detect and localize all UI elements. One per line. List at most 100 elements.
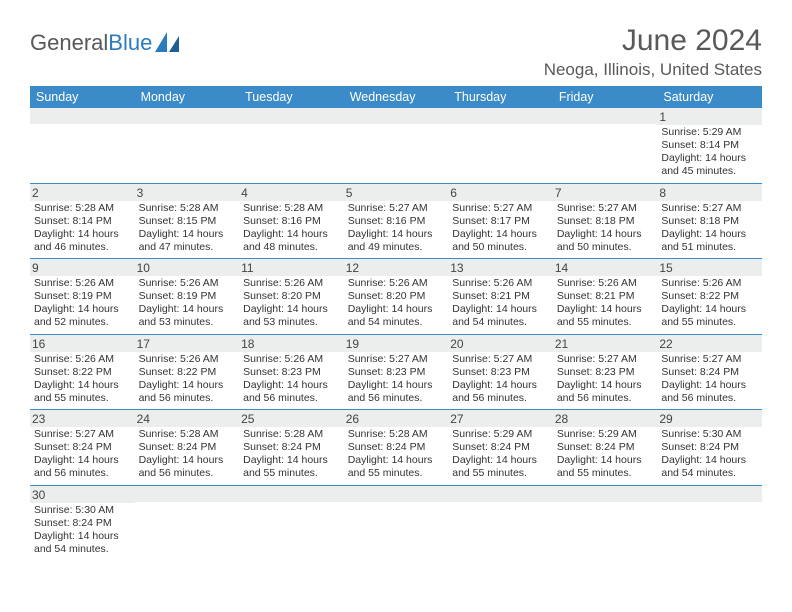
- month-title: June 2024: [544, 24, 762, 58]
- sunset-text: Sunset: 8:19 PM: [139, 290, 236, 303]
- day-detail: Sunrise: 5:26 AMSunset: 8:23 PMDaylight:…: [243, 353, 340, 406]
- day-number: 28: [553, 410, 658, 427]
- weekday-header: Saturday: [657, 86, 762, 108]
- day-detail: Sunrise: 5:30 AMSunset: 8:24 PMDaylight:…: [34, 504, 131, 557]
- sunset-text: Sunset: 8:23 PM: [243, 366, 340, 379]
- weekday-row: SundayMondayTuesdayWednesdayThursdayFrid…: [30, 86, 762, 108]
- daylight-text: Daylight: 14 hours and 50 minutes.: [557, 228, 654, 254]
- logo-text-blue: Blue: [108, 30, 152, 55]
- sunrise-text: Sunrise: 5:27 AM: [452, 202, 549, 215]
- calendar-day: 2Sunrise: 5:28 AMSunset: 8:14 PMDaylight…: [30, 183, 135, 259]
- daylight-text: Daylight: 14 hours and 56 minutes.: [243, 379, 340, 405]
- day-detail: Sunrise: 5:26 AMSunset: 8:19 PMDaylight:…: [139, 277, 236, 330]
- logo-text-gray: General: [30, 30, 108, 55]
- daylight-text: Daylight: 14 hours and 56 minutes.: [452, 379, 549, 405]
- sunset-text: Sunset: 8:24 PM: [452, 441, 549, 454]
- day-number: [239, 108, 344, 124]
- weekday-header: Thursday: [448, 86, 553, 108]
- day-number: 11: [239, 259, 344, 276]
- daylight-text: Daylight: 14 hours and 47 minutes.: [139, 228, 236, 254]
- sunset-text: Sunset: 8:17 PM: [452, 215, 549, 228]
- day-detail: Sunrise: 5:26 AMSunset: 8:22 PMDaylight:…: [661, 277, 758, 330]
- calendar-day: 12Sunrise: 5:26 AMSunset: 8:20 PMDayligh…: [344, 259, 449, 335]
- sunset-text: Sunset: 8:24 PM: [243, 441, 340, 454]
- day-number: 20: [448, 335, 553, 352]
- calendar-day: 24Sunrise: 5:28 AMSunset: 8:24 PMDayligh…: [135, 410, 240, 486]
- sunset-text: Sunset: 8:18 PM: [557, 215, 654, 228]
- day-number: 12: [344, 259, 449, 276]
- sunset-text: Sunset: 8:24 PM: [661, 441, 758, 454]
- calendar-day-empty: [344, 108, 449, 183]
- day-number: 29: [657, 410, 762, 427]
- sunset-text: Sunset: 8:23 PM: [348, 366, 445, 379]
- day-detail: Sunrise: 5:29 AMSunset: 8:24 PMDaylight:…: [557, 428, 654, 481]
- day-detail: Sunrise: 5:29 AMSunset: 8:24 PMDaylight:…: [452, 428, 549, 481]
- calendar-day: 15Sunrise: 5:26 AMSunset: 8:22 PMDayligh…: [657, 259, 762, 335]
- calendar-day: 9Sunrise: 5:26 AMSunset: 8:19 PMDaylight…: [30, 259, 135, 335]
- calendar-day: 3Sunrise: 5:28 AMSunset: 8:15 PMDaylight…: [135, 183, 240, 259]
- calendar-day: 28Sunrise: 5:29 AMSunset: 8:24 PMDayligh…: [553, 410, 658, 486]
- sunset-text: Sunset: 8:24 PM: [348, 441, 445, 454]
- daylight-text: Daylight: 14 hours and 55 minutes.: [661, 303, 758, 329]
- calendar-week: 30Sunrise: 5:30 AMSunset: 8:24 PMDayligh…: [30, 485, 762, 560]
- calendar-day-empty: [553, 485, 658, 560]
- calendar-day: 18Sunrise: 5:26 AMSunset: 8:23 PMDayligh…: [239, 334, 344, 410]
- daylight-text: Daylight: 14 hours and 55 minutes.: [34, 379, 131, 405]
- weekday-header: Sunday: [30, 86, 135, 108]
- day-detail: Sunrise: 5:26 AMSunset: 8:19 PMDaylight:…: [34, 277, 131, 330]
- sunrise-text: Sunrise: 5:29 AM: [452, 428, 549, 441]
- sunset-text: Sunset: 8:20 PM: [243, 290, 340, 303]
- sunrise-text: Sunrise: 5:27 AM: [452, 353, 549, 366]
- calendar-day-empty: [135, 485, 240, 560]
- daylight-text: Daylight: 14 hours and 56 minutes.: [661, 379, 758, 405]
- calendar-day: 1Sunrise: 5:29 AMSunset: 8:14 PMDaylight…: [657, 108, 762, 183]
- calendar-day: 5Sunrise: 5:27 AMSunset: 8:16 PMDaylight…: [344, 183, 449, 259]
- daylight-text: Daylight: 14 hours and 49 minutes.: [348, 228, 445, 254]
- sunset-text: Sunset: 8:16 PM: [243, 215, 340, 228]
- daylight-text: Daylight: 14 hours and 45 minutes.: [661, 152, 758, 178]
- calendar-day: 10Sunrise: 5:26 AMSunset: 8:19 PMDayligh…: [135, 259, 240, 335]
- day-detail: Sunrise: 5:26 AMSunset: 8:22 PMDaylight:…: [34, 353, 131, 406]
- sunset-text: Sunset: 8:16 PM: [348, 215, 445, 228]
- sunset-text: Sunset: 8:22 PM: [139, 366, 236, 379]
- title-block: June 2024 Neoga, Illinois, United States: [544, 24, 762, 80]
- calendar-week: 23Sunrise: 5:27 AMSunset: 8:24 PMDayligh…: [30, 410, 762, 486]
- day-number: 2: [30, 184, 135, 201]
- day-number: 8: [657, 184, 762, 201]
- sunset-text: Sunset: 8:21 PM: [452, 290, 549, 303]
- day-number: 14: [553, 259, 658, 276]
- day-number: 9: [30, 259, 135, 276]
- logo: GeneralBlue: [30, 24, 181, 56]
- calendar-day-empty: [239, 485, 344, 560]
- calendar-day: 17Sunrise: 5:26 AMSunset: 8:22 PMDayligh…: [135, 334, 240, 410]
- weekday-header: Monday: [135, 86, 240, 108]
- sunrise-text: Sunrise: 5:26 AM: [243, 277, 340, 290]
- day-number: 26: [344, 410, 449, 427]
- daylight-text: Daylight: 14 hours and 54 minutes.: [452, 303, 549, 329]
- day-detail: Sunrise: 5:27 AMSunset: 8:24 PMDaylight:…: [34, 428, 131, 481]
- day-detail: Sunrise: 5:27 AMSunset: 8:23 PMDaylight:…: [452, 353, 549, 406]
- calendar-day: 29Sunrise: 5:30 AMSunset: 8:24 PMDayligh…: [657, 410, 762, 486]
- sunrise-text: Sunrise: 5:28 AM: [348, 428, 445, 441]
- day-detail: Sunrise: 5:26 AMSunset: 8:20 PMDaylight:…: [243, 277, 340, 330]
- day-number: 7: [553, 184, 658, 201]
- sunset-text: Sunset: 8:21 PM: [557, 290, 654, 303]
- daylight-text: Daylight: 14 hours and 55 minutes.: [243, 454, 340, 480]
- day-detail: Sunrise: 5:29 AMSunset: 8:14 PMDaylight:…: [661, 126, 758, 179]
- daylight-text: Daylight: 14 hours and 53 minutes.: [139, 303, 236, 329]
- sunrise-text: Sunrise: 5:26 AM: [557, 277, 654, 290]
- sunset-text: Sunset: 8:14 PM: [661, 139, 758, 152]
- daylight-text: Daylight: 14 hours and 56 minutes.: [348, 379, 445, 405]
- day-number: 3: [135, 184, 240, 201]
- sunrise-text: Sunrise: 5:26 AM: [34, 353, 131, 366]
- sunset-text: Sunset: 8:14 PM: [34, 215, 131, 228]
- daylight-text: Daylight: 14 hours and 56 minutes.: [139, 379, 236, 405]
- sunrise-text: Sunrise: 5:28 AM: [34, 202, 131, 215]
- location: Neoga, Illinois, United States: [544, 60, 762, 80]
- day-number: [553, 108, 658, 124]
- daylight-text: Daylight: 14 hours and 55 minutes.: [452, 454, 549, 480]
- day-number: [344, 108, 449, 124]
- daylight-text: Daylight: 14 hours and 52 minutes.: [34, 303, 131, 329]
- calendar-day: 11Sunrise: 5:26 AMSunset: 8:20 PMDayligh…: [239, 259, 344, 335]
- day-number: 21: [553, 335, 658, 352]
